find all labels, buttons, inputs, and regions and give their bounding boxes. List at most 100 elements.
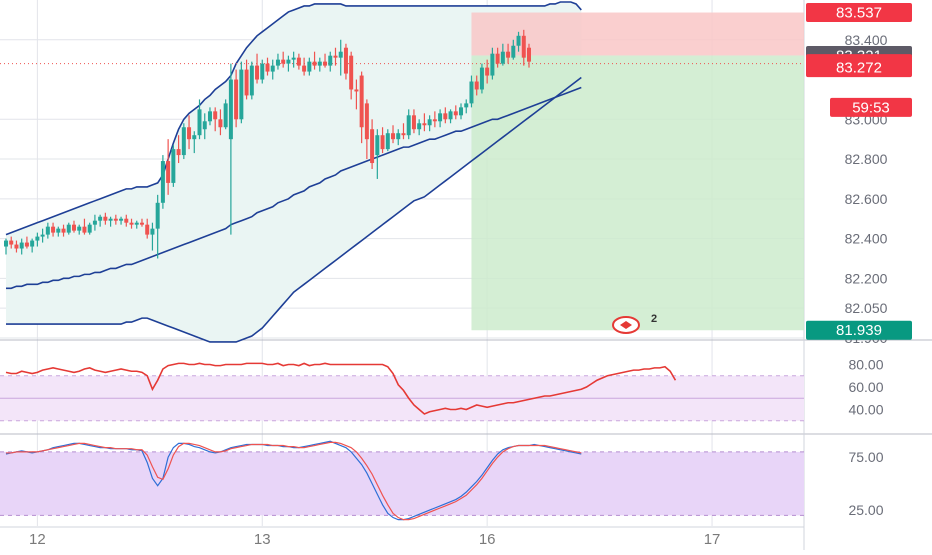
candle[interactable] [166, 139, 171, 195]
candle[interactable] [469, 75, 474, 108]
candle[interactable] [375, 129, 380, 179]
candle[interactable] [286, 55, 291, 72]
candle[interactable] [359, 71, 364, 144]
candle[interactable] [176, 135, 181, 164]
candle[interactable] [234, 69, 239, 128]
candle[interactable] [61, 224, 66, 237]
candle[interactable] [411, 109, 416, 134]
candle[interactable] [448, 109, 453, 124]
candle[interactable] [349, 51, 354, 100]
candle[interactable] [338, 39, 343, 76]
candle[interactable] [139, 218, 144, 227]
candle[interactable] [406, 109, 411, 140]
candle[interactable] [92, 214, 97, 231]
candle[interactable] [417, 119, 422, 136]
candle[interactable] [281, 51, 286, 68]
candle[interactable] [317, 57, 322, 72]
candle[interactable] [45, 222, 50, 239]
candle[interactable] [479, 63, 484, 94]
candle[interactable] [56, 226, 61, 237]
candle[interactable] [77, 224, 82, 235]
candle[interactable] [459, 103, 464, 120]
candle[interactable] [291, 51, 296, 68]
price-tag[interactable]: 81.939 [806, 320, 912, 340]
candle[interactable] [323, 53, 328, 68]
candle[interactable] [87, 222, 92, 235]
candle[interactable] [160, 155, 165, 209]
candle[interactable] [443, 107, 448, 124]
candle[interactable] [364, 99, 369, 160]
candle[interactable] [150, 222, 155, 251]
price-tag[interactable]: 83.537 [806, 3, 912, 23]
price-tag[interactable]: 59:53 [830, 97, 912, 117]
candle[interactable] [30, 238, 35, 253]
candle[interactable] [396, 129, 401, 146]
candle[interactable] [500, 43, 505, 66]
candle[interactable] [4, 238, 8, 255]
candle[interactable] [19, 238, 24, 255]
candle[interactable] [516, 31, 521, 52]
candle[interactable] [464, 99, 469, 114]
candle[interactable] [145, 218, 150, 239]
candle[interactable] [385, 129, 390, 152]
candle[interactable] [438, 109, 443, 128]
candle[interactable] [249, 61, 254, 100]
candle[interactable] [328, 51, 333, 72]
candle[interactable] [495, 47, 500, 68]
candle[interactable] [239, 61, 244, 124]
candle[interactable] [296, 53, 301, 70]
candle[interactable] [228, 63, 233, 235]
candle[interactable] [380, 127, 385, 154]
candle[interactable] [40, 228, 45, 243]
candle[interactable] [202, 113, 207, 140]
candle[interactable] [527, 43, 531, 68]
candle[interactable] [108, 216, 113, 227]
candle[interactable] [343, 43, 348, 80]
candle[interactable] [181, 123, 186, 160]
candle[interactable] [255, 53, 260, 84]
candle[interactable] [129, 218, 134, 229]
candle[interactable] [260, 59, 265, 84]
candle[interactable] [333, 47, 338, 66]
candle[interactable] [113, 214, 118, 225]
candle[interactable] [427, 115, 432, 132]
candle[interactable] [197, 99, 202, 140]
candle[interactable] [24, 236, 29, 249]
candle[interactable] [312, 51, 317, 70]
candle[interactable] [213, 107, 218, 132]
candle[interactable] [51, 222, 56, 237]
candle[interactable] [354, 79, 359, 110]
candle[interactable] [307, 57, 312, 76]
candle[interactable] [14, 240, 19, 253]
candle[interactable] [187, 115, 192, 150]
candle[interactable] [124, 214, 129, 227]
candle[interactable] [244, 59, 249, 100]
candle[interactable] [490, 47, 495, 80]
price-tag[interactable]: 83.272 [806, 58, 912, 78]
candle[interactable] [422, 113, 427, 132]
candle[interactable] [432, 111, 437, 128]
candle[interactable] [66, 222, 71, 235]
candle[interactable] [453, 105, 458, 120]
candle[interactable] [98, 214, 103, 227]
candle[interactable] [401, 123, 406, 140]
candle[interactable] [521, 29, 526, 66]
candle[interactable] [207, 107, 212, 126]
candle[interactable] [9, 236, 14, 249]
candle[interactable] [391, 125, 396, 144]
candle[interactable] [134, 220, 139, 229]
candle[interactable] [511, 39, 516, 60]
candle[interactable] [82, 218, 87, 235]
candle[interactable] [119, 216, 124, 225]
candle[interactable] [474, 75, 479, 96]
candle[interactable] [265, 57, 270, 76]
candle[interactable] [270, 59, 275, 80]
candle[interactable] [506, 43, 511, 64]
candle[interactable] [370, 119, 375, 169]
candle[interactable] [171, 145, 176, 187]
candle[interactable] [103, 212, 108, 225]
candle[interactable] [71, 220, 76, 233]
candle[interactable] [223, 99, 228, 130]
candle[interactable] [275, 53, 280, 70]
candle[interactable] [192, 131, 197, 154]
